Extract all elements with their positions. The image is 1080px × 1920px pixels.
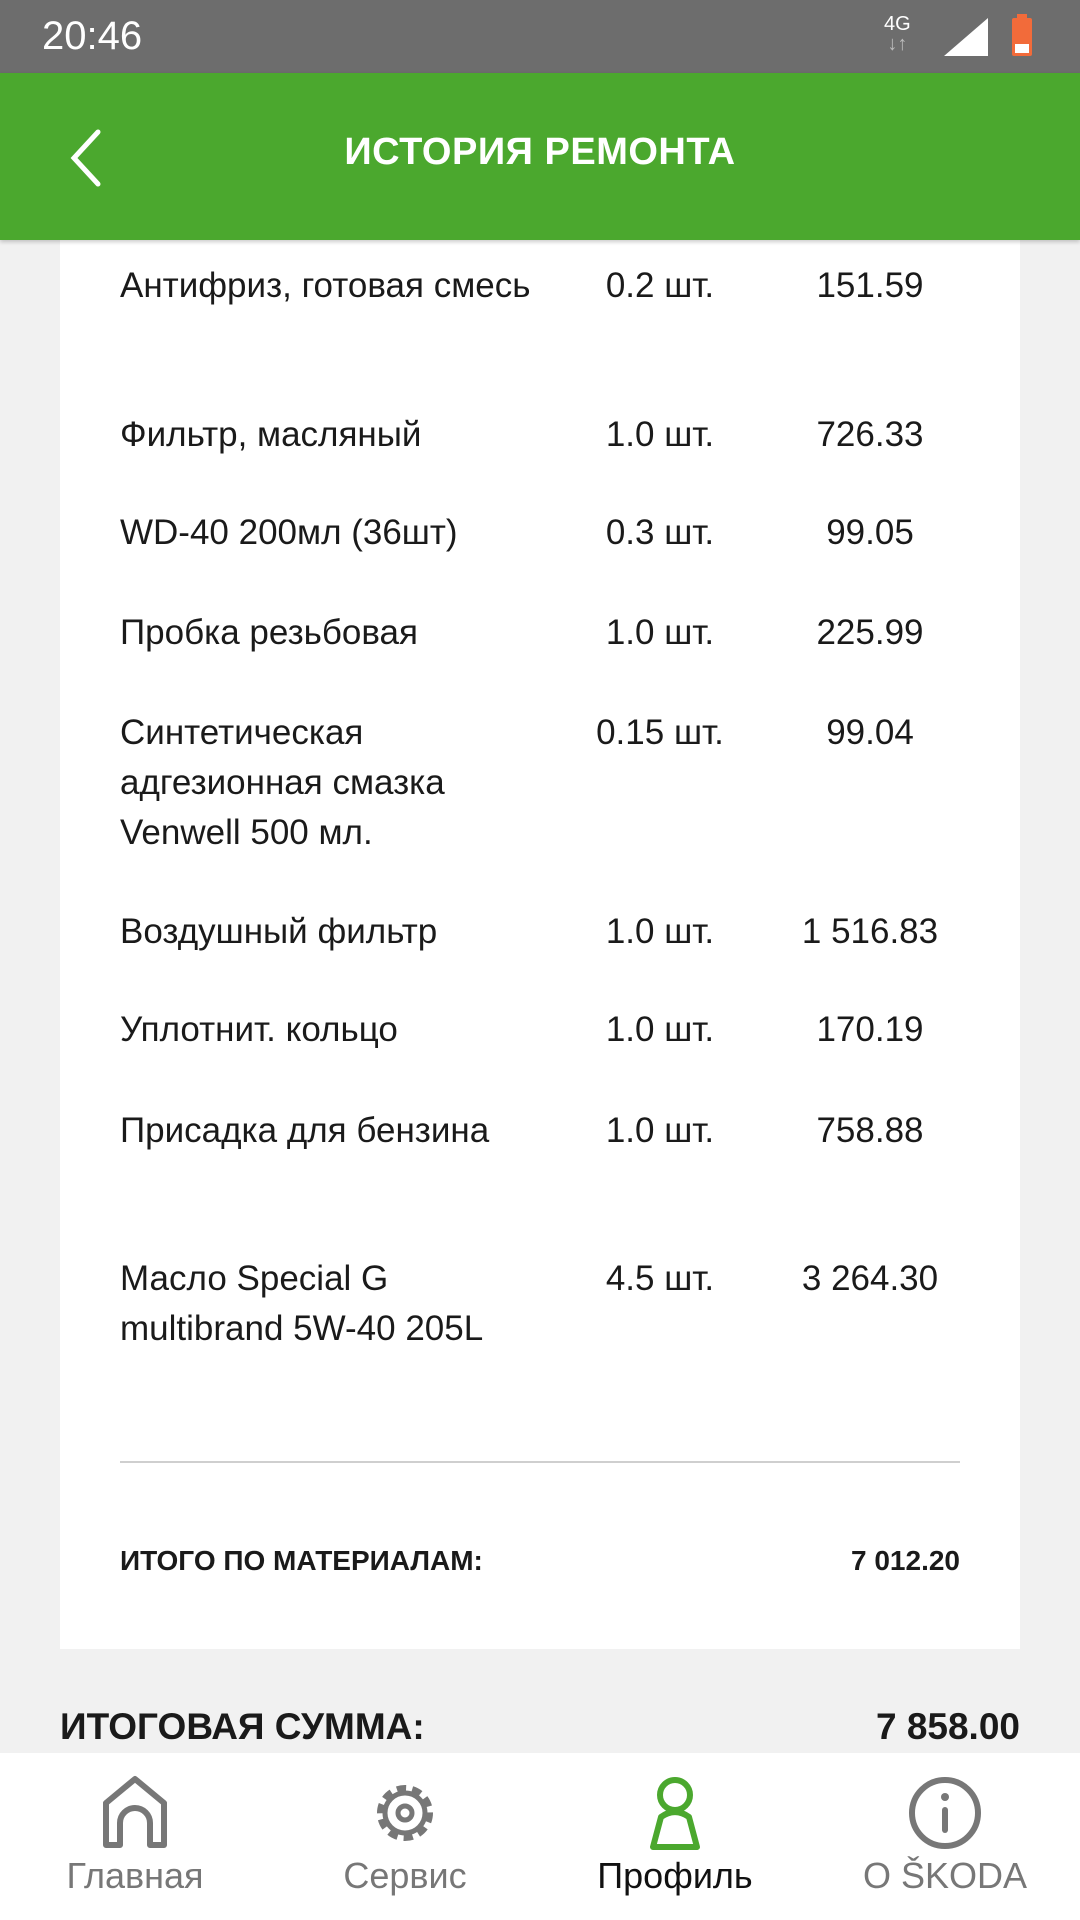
signal-icon xyxy=(944,18,988,56)
status-bar: 20:46 4G ↓↑ xyxy=(0,0,1080,73)
material-price: 151.59 xyxy=(816,266,924,305)
material-qty: 4.5 шт. xyxy=(605,1259,715,1298)
material-qty: 0.2 шт. xyxy=(605,266,715,305)
material-name: Пробка резьбовая xyxy=(120,613,418,652)
final-total-label: ИТОГОВАЯ СУММА: xyxy=(60,1706,425,1747)
divider xyxy=(120,1461,960,1463)
nav-home[interactable]: Главная xyxy=(0,1753,270,1920)
material-qty: 1.0 шт. xyxy=(605,415,715,454)
material-price: 170.19 xyxy=(816,1010,924,1049)
material-qty: 1.0 шт. xyxy=(605,613,715,652)
nav-label: Главная xyxy=(66,1855,204,1896)
network-indicator: 4G ↓↑ xyxy=(884,13,911,55)
network-type: 4G xyxy=(884,13,911,35)
gear-icon xyxy=(377,1785,433,1841)
material-price: 726.33 xyxy=(816,415,924,454)
material-name: Фильтр, масляный xyxy=(120,415,422,454)
nav-profile[interactable]: Профиль xyxy=(540,1753,810,1920)
nav-about[interactable]: O ŠKODA xyxy=(810,1753,1080,1920)
nav-service[interactable]: Сервис xyxy=(270,1753,540,1920)
final-total-value: 7 858.00 xyxy=(875,1706,1020,1747)
material-price: 1 516.83 xyxy=(801,912,939,951)
materials-total: ИТОГО ПО МАТЕРИАЛАМ: 7 012.20 xyxy=(120,1545,960,1577)
app-bar: ИСТОРИЯ РЕМОНТА xyxy=(0,73,1080,240)
material-name: WD-40 200мл (36шт) xyxy=(120,513,458,552)
material-price: 758.88 xyxy=(816,1111,924,1150)
materials-total-value: 7 012.20 xyxy=(851,1545,960,1576)
material-qty: 0.15 шт. xyxy=(596,713,724,752)
material-name: Уплотнит. кольцо xyxy=(120,1010,398,1049)
page-title: ИСТОРИЯ РЕМОНТА xyxy=(344,131,736,173)
nav-label: Профиль xyxy=(597,1855,753,1896)
material-name: Воздушный фильтр xyxy=(120,912,438,951)
material-price: 99.05 xyxy=(826,513,914,552)
profile-icon xyxy=(650,1777,700,1850)
home-icon xyxy=(103,1776,167,1848)
status-time: 20:46 xyxy=(42,14,143,58)
material-qty: 1.0 шт. xyxy=(605,1010,715,1049)
info-icon xyxy=(909,1777,981,1849)
bottom-nav: Главная Сервис Профиль O ŠKODA xyxy=(0,1753,1080,1920)
final-total: ИТОГОВАЯ СУММА: 7 858.00 xyxy=(60,1706,1020,1748)
materials-total-label: ИТОГО ПО МАТЕРИАЛАМ: xyxy=(120,1545,483,1576)
material-price: 225.99 xyxy=(816,613,924,652)
materials-card: Антифриз, готовая смесь 0.2 шт. 151.59 Филь… xyxy=(60,200,1020,1649)
material-name: Синтетическая адгезионная смазка Venwell… xyxy=(120,713,445,852)
material-qty: 1.0 шт. xyxy=(605,912,715,951)
material-name: Антифриз, готовая смесь xyxy=(120,266,531,305)
material-price: 3 264.30 xyxy=(801,1259,939,1298)
material-name: Масло Special G multibrand 5W-40 205L xyxy=(120,1259,484,1348)
nav-label: Сервис xyxy=(343,1855,467,1896)
material-qty: 1.0 шт. xyxy=(605,1111,715,1150)
back-arrow-icon[interactable] xyxy=(66,128,106,188)
material-price: 99.04 xyxy=(826,713,914,752)
material-name: Присадка для бензина xyxy=(120,1111,490,1150)
material-qty: 0.3 шт. xyxy=(605,513,715,552)
battery-icon xyxy=(1012,14,1032,56)
nav-label: O ŠKODA xyxy=(862,1855,1028,1896)
